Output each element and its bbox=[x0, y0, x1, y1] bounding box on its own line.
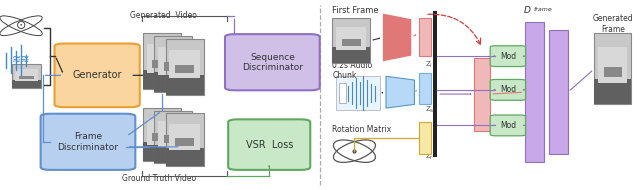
FancyBboxPatch shape bbox=[419, 122, 431, 154]
FancyBboxPatch shape bbox=[166, 75, 204, 95]
Text: s: s bbox=[402, 88, 405, 93]
FancyBboxPatch shape bbox=[490, 115, 525, 136]
FancyBboxPatch shape bbox=[143, 142, 181, 161]
FancyBboxPatch shape bbox=[490, 46, 525, 66]
Text: Sequence
Discriminator: Sequence Discriminator bbox=[242, 53, 303, 72]
Text: frame: frame bbox=[534, 7, 552, 12]
FancyBboxPatch shape bbox=[595, 79, 631, 104]
Text: Generator: Generator bbox=[72, 70, 122, 80]
FancyBboxPatch shape bbox=[332, 18, 370, 63]
FancyBboxPatch shape bbox=[154, 111, 192, 163]
FancyBboxPatch shape bbox=[549, 30, 568, 154]
Text: ≋≋: ≋≋ bbox=[12, 54, 31, 64]
FancyBboxPatch shape bbox=[166, 113, 204, 166]
FancyBboxPatch shape bbox=[12, 80, 41, 89]
Text: ⊙: ⊙ bbox=[16, 19, 26, 32]
Text: Rotation Matrix: Rotation Matrix bbox=[332, 125, 392, 134]
FancyBboxPatch shape bbox=[166, 148, 204, 166]
FancyBboxPatch shape bbox=[54, 44, 140, 107]
FancyBboxPatch shape bbox=[170, 50, 200, 78]
Text: E: E bbox=[394, 28, 399, 37]
FancyBboxPatch shape bbox=[164, 62, 182, 71]
FancyBboxPatch shape bbox=[419, 18, 431, 56]
FancyBboxPatch shape bbox=[154, 36, 192, 92]
FancyBboxPatch shape bbox=[147, 119, 177, 145]
FancyBboxPatch shape bbox=[152, 133, 172, 141]
FancyBboxPatch shape bbox=[598, 48, 627, 83]
Text: E: E bbox=[397, 83, 403, 92]
FancyBboxPatch shape bbox=[12, 64, 41, 89]
FancyBboxPatch shape bbox=[154, 72, 192, 92]
Text: Generated
Frame: Generated Frame bbox=[593, 14, 633, 34]
Text: i: i bbox=[399, 33, 401, 38]
FancyBboxPatch shape bbox=[143, 108, 181, 161]
FancyBboxPatch shape bbox=[225, 34, 320, 90]
FancyBboxPatch shape bbox=[419, 73, 431, 104]
FancyBboxPatch shape bbox=[154, 145, 192, 163]
FancyBboxPatch shape bbox=[342, 39, 361, 46]
FancyBboxPatch shape bbox=[339, 83, 346, 103]
FancyBboxPatch shape bbox=[474, 58, 490, 131]
FancyBboxPatch shape bbox=[143, 33, 181, 89]
FancyBboxPatch shape bbox=[19, 76, 34, 79]
FancyBboxPatch shape bbox=[164, 135, 182, 143]
FancyBboxPatch shape bbox=[147, 44, 177, 73]
Text: s: s bbox=[429, 108, 433, 113]
Text: Mod: Mod bbox=[500, 121, 516, 130]
FancyBboxPatch shape bbox=[175, 138, 194, 146]
Polygon shape bbox=[383, 13, 412, 61]
FancyBboxPatch shape bbox=[152, 60, 172, 68]
Text: First Frame: First Frame bbox=[332, 6, 379, 15]
FancyBboxPatch shape bbox=[15, 69, 38, 81]
Text: i: i bbox=[429, 63, 431, 68]
FancyBboxPatch shape bbox=[490, 79, 525, 100]
Text: Frame
Discriminator: Frame Discriminator bbox=[58, 132, 118, 151]
FancyBboxPatch shape bbox=[158, 121, 188, 147]
FancyBboxPatch shape bbox=[143, 70, 181, 89]
FancyBboxPatch shape bbox=[170, 124, 200, 150]
Text: Z: Z bbox=[425, 61, 430, 67]
FancyBboxPatch shape bbox=[335, 76, 380, 110]
Text: D: D bbox=[524, 6, 531, 15]
FancyBboxPatch shape bbox=[40, 114, 135, 170]
Text: Generated  Video: Generated Video bbox=[131, 11, 197, 20]
Text: Mod: Mod bbox=[500, 85, 516, 94]
FancyBboxPatch shape bbox=[332, 48, 370, 63]
FancyBboxPatch shape bbox=[158, 47, 188, 75]
FancyBboxPatch shape bbox=[433, 11, 437, 157]
Text: 0.2s Audio
Chunk: 0.2s Audio Chunk bbox=[332, 61, 372, 80]
FancyBboxPatch shape bbox=[604, 67, 622, 77]
FancyBboxPatch shape bbox=[595, 33, 631, 104]
Text: Ground Truth Video: Ground Truth Video bbox=[122, 174, 196, 183]
Text: r: r bbox=[429, 155, 432, 160]
Polygon shape bbox=[386, 76, 415, 108]
FancyBboxPatch shape bbox=[166, 39, 204, 95]
FancyBboxPatch shape bbox=[175, 65, 194, 73]
FancyBboxPatch shape bbox=[228, 119, 310, 170]
Text: Z: Z bbox=[425, 153, 430, 159]
Text: VSR  Loss: VSR Loss bbox=[246, 140, 293, 150]
Text: Z: Z bbox=[425, 106, 430, 112]
FancyBboxPatch shape bbox=[336, 27, 367, 50]
FancyBboxPatch shape bbox=[525, 22, 544, 162]
Text: Mod: Mod bbox=[500, 52, 516, 61]
